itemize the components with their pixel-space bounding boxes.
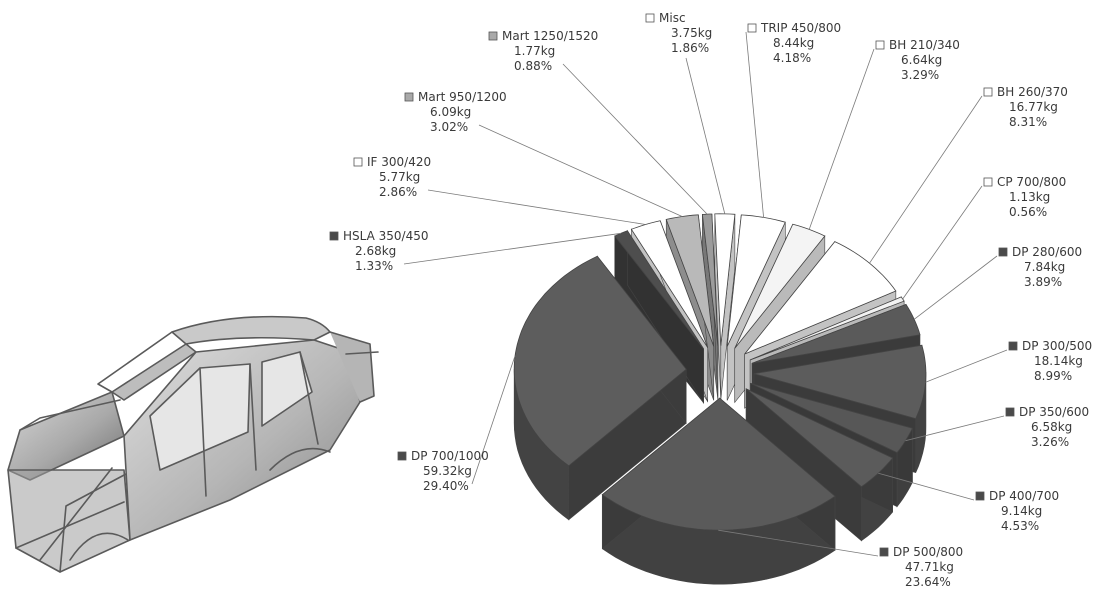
slice-mass-mart-950-1200: 6.09kg	[430, 105, 471, 119]
legend-marker-dp-300-500	[1008, 341, 1018, 351]
legend-marker-dp-700-1000	[397, 451, 407, 461]
leader-misc	[685, 57, 726, 214]
slice-mass-dp-300-500: 18.14kg	[1034, 354, 1083, 368]
slice-mass-cp-700-800: 1.13kg	[1009, 190, 1050, 204]
slice-label-dp-280-600: DP 280/600	[1012, 245, 1082, 259]
slice-percent-mart-1250-1520: 0.88%	[514, 59, 552, 73]
slice-label-trip-450-800: TRIP 450/800	[760, 21, 841, 35]
leader-mart-950-1200	[478, 124, 683, 217]
slice-label-mart-1250-1520: Mart 1250/1520	[502, 29, 598, 43]
legend-marker-misc	[645, 13, 655, 23]
slice-percent-dp-350-600: 3.26%	[1031, 435, 1069, 449]
slice-mass-mart-1250-1520: 1.77kg	[514, 44, 555, 58]
slice-label-bh-210-340: BH 210/340	[889, 38, 960, 52]
slice-mass-dp-280-600: 7.84kg	[1024, 260, 1065, 274]
slice-label-dp-500-800: DP 500/800	[893, 545, 963, 559]
legend-marker-dp-500-800	[879, 547, 889, 557]
leader-dp-280-600	[913, 255, 998, 320]
slice-percent-if-300-420: 2.86%	[379, 185, 417, 199]
leader-bh-210-340	[808, 48, 875, 230]
slice-mass-bh-210-340: 6.64kg	[901, 53, 942, 67]
legend-marker-if-300-420	[353, 157, 363, 167]
leader-dp-500-800	[718, 529, 879, 557]
slice-mass-if-300-420: 5.77kg	[379, 170, 420, 184]
slice-mass-dp-350-600: 6.58kg	[1031, 420, 1072, 434]
pie-slices	[513, 213, 927, 531]
slice-percent-dp-500-800: 23.64%	[905, 575, 951, 589]
leader-if-300-420	[427, 189, 646, 225]
slice-bh-260-370	[744, 241, 897, 355]
slice-percent-dp-300-500: 8.99%	[1034, 369, 1072, 383]
slice-percent-mart-950-1200: 3.02%	[430, 120, 468, 134]
leader-cp-700-800	[902, 185, 983, 300]
slice-label-if-300-420: IF 300/420	[367, 155, 431, 169]
legend-marker-hsla-350-450	[329, 231, 339, 241]
slice-percent-dp-280-600: 3.89%	[1024, 275, 1062, 289]
legend-marker-dp-280-600	[998, 247, 1008, 257]
legend-marker-dp-350-600	[1005, 407, 1015, 417]
legend-marker-bh-210-340	[875, 40, 885, 50]
leader-mart-1250-1520	[562, 63, 708, 215]
leader-dp-300-500	[925, 349, 1008, 383]
slice-percent-misc: 1.86%	[671, 41, 709, 55]
car-body-icon	[7, 315, 379, 573]
slice-mass-dp-400-700: 9.14kg	[1001, 504, 1042, 518]
slice-mass-dp-500-800: 47.71kg	[905, 560, 954, 574]
slice-mass-trip-450-800: 8.44kg	[773, 36, 814, 50]
slice-mass-hsla-350-450: 2.68kg	[355, 244, 396, 258]
slice-percent-bh-260-370: 8.31%	[1009, 115, 1047, 129]
leader-dp-400-700	[878, 472, 975, 501]
slice-label-dp-400-700: DP 400/700	[989, 489, 1059, 503]
leader-dp-700-1000	[471, 355, 516, 485]
slice-mass-bh-260-370: 16.77kg	[1009, 100, 1058, 114]
slice-dp-300-500	[753, 344, 927, 420]
leader-bh-260-370	[869, 95, 983, 264]
slice-label-misc: Misc	[659, 11, 686, 25]
legend-marker-bh-260-370	[983, 87, 993, 97]
legend-marker-mart-1250-1520	[488, 31, 498, 41]
slice-mass-dp-700-1000: 59.32kg	[423, 464, 472, 478]
slice-dp-500-800	[601, 397, 836, 531]
leader-dp-350-600	[905, 415, 1005, 442]
slice-label-dp-350-600: DP 350/600	[1019, 405, 1089, 419]
slice-mass-misc: 3.75kg	[671, 26, 712, 40]
legend-marker-dp-400-700	[975, 491, 985, 501]
legend-marker-cp-700-800	[983, 177, 993, 187]
slice-label-hsla-350-450: HSLA 350/450	[343, 229, 428, 243]
leader-lines	[403, 31, 1008, 557]
slice-percent-bh-210-340: 3.29%	[901, 68, 939, 82]
leader-hsla-350-450	[403, 232, 622, 265]
slice-label-mart-950-1200: Mart 950/1200	[418, 90, 507, 104]
slice-label-cp-700-800: CP 700/800	[997, 175, 1066, 189]
slice-percent-dp-700-1000: 29.40%	[423, 479, 469, 493]
legend-marker-trip-450-800	[747, 23, 757, 33]
leader-trip-450-800	[745, 31, 764, 218]
slice-percent-trip-450-800: 4.18%	[773, 51, 811, 65]
slice-label-dp-300-500: DP 300/500	[1022, 339, 1092, 353]
slice-percent-dp-400-700: 4.53%	[1001, 519, 1039, 533]
legend-marker-mart-950-1200	[404, 92, 414, 102]
slice-percent-hsla-350-450: 1.33%	[355, 259, 393, 273]
slice-label-bh-260-370: BH 260/370	[997, 85, 1068, 99]
slice-label-dp-700-1000: DP 700/1000	[411, 449, 489, 463]
slice-percent-cp-700-800: 0.56%	[1009, 205, 1047, 219]
